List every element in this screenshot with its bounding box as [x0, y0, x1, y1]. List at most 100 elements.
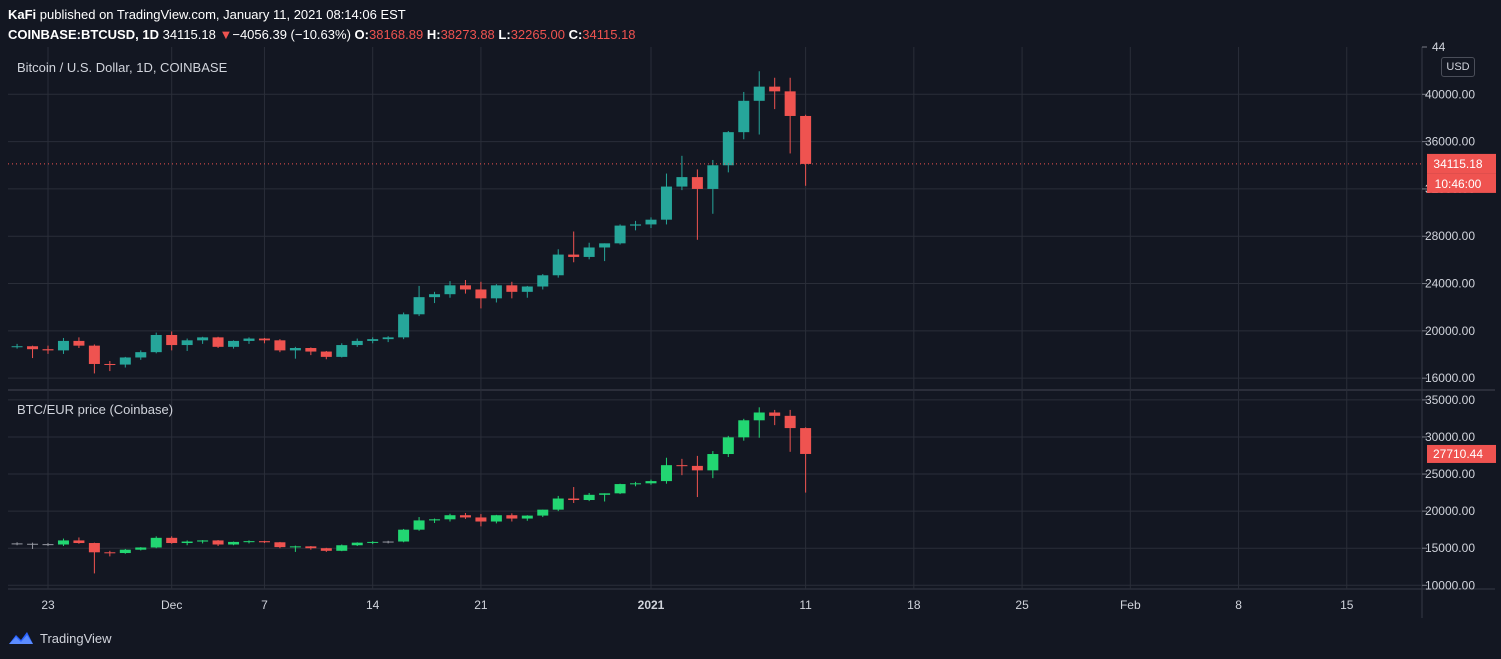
candle-body [413, 297, 425, 315]
candle-body [382, 541, 394, 543]
candle-body [119, 549, 131, 554]
candle-body [57, 540, 69, 545]
high-label: H: [426, 27, 441, 42]
symbol-label: COINBASE:BTCUSD, 1D [8, 27, 159, 42]
price-axis-label: 25000.00 [1425, 467, 1475, 481]
last-price-tag [1427, 444, 1496, 463]
candle-body [599, 493, 611, 495]
close-value: 34115.18 [582, 27, 636, 42]
price-axis-label: 28000.00 [1425, 229, 1475, 243]
candle-body [722, 437, 734, 455]
candle-body [27, 543, 39, 545]
candle-body [784, 415, 796, 429]
candle-body [228, 340, 240, 347]
candle-body [181, 340, 193, 346]
publish-text: published on TradingView.com, January 11… [39, 7, 406, 22]
author-name[interactable]: KaFi [8, 7, 37, 22]
price-axis-label-partial: 44 [1432, 40, 1446, 54]
candle-body [738, 100, 750, 133]
candle-body [691, 177, 703, 189]
candle-body [660, 465, 672, 482]
chart-header: KaFi published on TradingView.com, Janua… [8, 6, 636, 44]
candle-body [614, 484, 626, 494]
candle-body [197, 540, 209, 542]
time-axis-label: 14 [366, 598, 380, 612]
candle-body [738, 420, 750, 438]
candle-body [166, 537, 178, 544]
candle-body [11, 346, 23, 348]
time-axis-label: 25 [1015, 598, 1029, 612]
candle-body [104, 552, 116, 554]
candle-body [769, 86, 781, 92]
candle-body [351, 340, 363, 346]
candle-body [475, 289, 487, 299]
last-price-tag [1427, 153, 1496, 174]
candle-body [258, 541, 270, 543]
candle-body [305, 546, 317, 549]
candle-body [784, 91, 796, 116]
open-value: 38168.89 [368, 27, 424, 42]
candle-body [135, 547, 147, 550]
candle-body [382, 337, 394, 340]
candle-body [197, 337, 209, 341]
price-axis-label: 20000.00 [1425, 324, 1475, 338]
candle-body [88, 543, 100, 553]
candle-body [583, 494, 595, 501]
candle-body [104, 363, 116, 365]
candle-body [722, 132, 734, 166]
time-axis-label: 23 [41, 598, 55, 612]
time-axis-label: 18 [907, 598, 921, 612]
time-axis-label: 7 [261, 598, 268, 612]
candle-body [537, 275, 549, 287]
brand-name[interactable]: TradingView [40, 630, 112, 646]
price-axis-label: 35000.00 [1425, 393, 1475, 407]
candle-body [305, 348, 317, 352]
candle-body [614, 225, 626, 244]
pane-title-btceur: BTC/EUR price (Coinbase) [17, 402, 174, 417]
candle-body [212, 337, 224, 347]
footer-branding: TradingView [8, 628, 112, 648]
candle-body [800, 428, 812, 454]
candle-body [676, 465, 688, 467]
pane-title-btcusd: Bitcoin / U.S. Dollar, 1D, COINBASE [17, 60, 228, 75]
candle-body [506, 515, 518, 519]
tradingview-logo-icon [9, 632, 33, 644]
candle-body [135, 352, 147, 358]
time-axis-label: 21 [474, 598, 488, 612]
candle-body [691, 465, 703, 471]
candle-body [444, 515, 456, 520]
candle-body [398, 314, 410, 338]
time-axis-label: 11 [799, 598, 812, 612]
ohlc-legend: COINBASE:BTCUSD, 1D 34115.18 ▼−4056.39 (… [8, 26, 636, 44]
candle-body [444, 285, 456, 295]
candle-body [521, 515, 533, 519]
candle-body [73, 540, 85, 544]
candle-body [583, 247, 595, 257]
candle-body [150, 537, 162, 548]
countdown-tag [1427, 173, 1496, 193]
last-price-value: 34115.18 [162, 27, 216, 42]
candle-body [243, 541, 255, 543]
candle-body [475, 517, 487, 522]
currency-badge[interactable]: USD [1441, 57, 1475, 77]
candle-body [27, 346, 39, 350]
candle-body [599, 243, 611, 248]
candle-body [258, 338, 270, 341]
time-axis-label: 8 [1235, 598, 1242, 612]
time-axis-label: Feb [1120, 598, 1141, 612]
candle-body [800, 115, 812, 164]
candle-body [243, 338, 255, 341]
candle-body [490, 285, 502, 299]
price-axis-label: 36000.00 [1425, 135, 1475, 149]
candle-body [351, 542, 363, 546]
candle-body [707, 454, 719, 471]
candle-body [228, 541, 240, 545]
candle-body [490, 515, 502, 522]
candle-body [367, 339, 379, 341]
price-axis-label: 10000.00 [1425, 578, 1475, 592]
candle-body [753, 86, 765, 101]
candle-body [212, 540, 224, 545]
candle-body [320, 351, 332, 357]
candle-body [630, 483, 642, 485]
